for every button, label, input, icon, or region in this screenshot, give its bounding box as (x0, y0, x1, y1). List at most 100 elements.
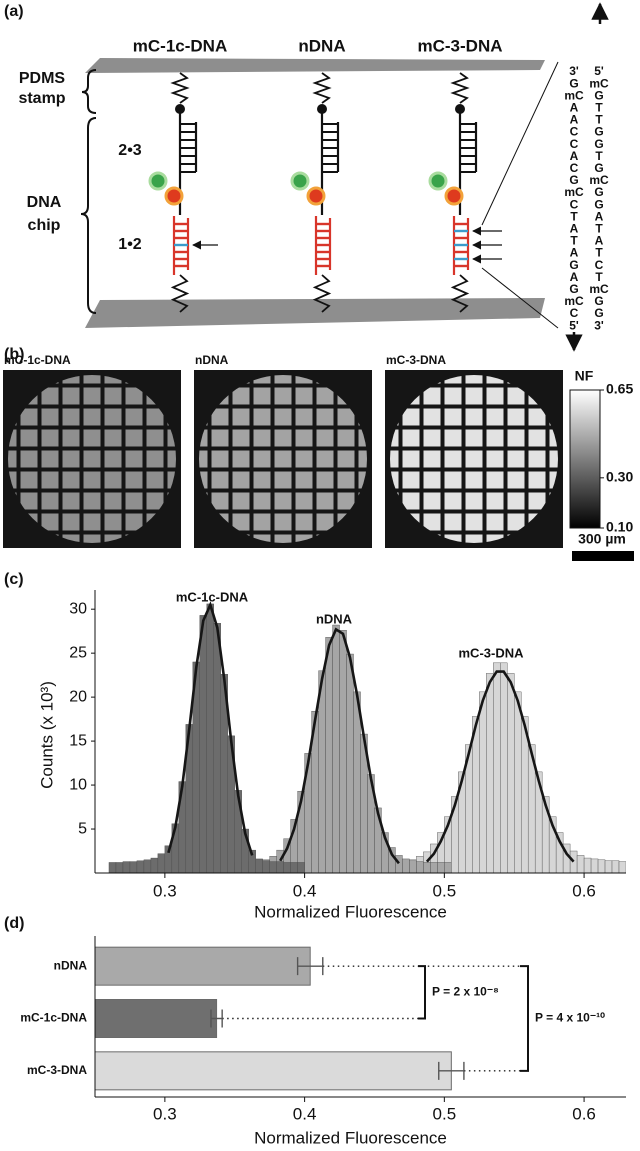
image-title: nDNA (195, 353, 229, 367)
spot (295, 429, 313, 447)
spot (104, 408, 122, 426)
spot (316, 471, 334, 489)
spot (125, 450, 143, 468)
spot (253, 408, 271, 426)
spot (444, 492, 462, 510)
histogram-bar (157, 853, 166, 873)
histogram-bar (199, 615, 207, 873)
panel-label: (a) (4, 3, 24, 20)
fluorophore-red (164, 186, 184, 206)
histogram-bar (597, 859, 606, 873)
spot (62, 429, 80, 447)
spot (390, 450, 399, 468)
spot (125, 471, 143, 489)
histogram-bar (618, 861, 626, 873)
spot (83, 429, 101, 447)
histogram-bar (395, 855, 403, 873)
y-tick-label: 25 (69, 644, 87, 661)
x-tick-label: 0.6 (572, 1104, 596, 1123)
column-label: mC-1c-DNA (133, 36, 227, 55)
sequence-base: G (569, 173, 578, 187)
stamp-label: PDMS (19, 70, 66, 87)
spot (41, 513, 59, 531)
spot (507, 429, 525, 447)
scale-bar (572, 551, 634, 561)
error-bar (438, 1061, 465, 1080)
sequence-base: C (570, 137, 579, 151)
spot (507, 450, 525, 468)
spot (295, 471, 313, 489)
spot (274, 450, 292, 468)
spot (507, 492, 525, 510)
plot-area (108, 601, 626, 873)
spot (83, 471, 101, 489)
sequence-base: G (594, 161, 603, 175)
y-tick-label: 5 (78, 820, 87, 837)
spot (199, 471, 208, 489)
fit-curve (167, 601, 254, 856)
spot (486, 471, 504, 489)
colorbar (569, 389, 601, 529)
spot (444, 513, 462, 531)
spot (253, 471, 271, 489)
histogram-bar (514, 691, 522, 873)
spot (104, 450, 122, 468)
spot (104, 375, 122, 384)
spot (465, 492, 483, 510)
spot (337, 450, 355, 468)
histogram-bar (500, 662, 508, 873)
spot (295, 375, 313, 384)
histogram-bar (402, 858, 410, 873)
spot (486, 492, 504, 510)
spot (8, 450, 17, 468)
sequence-base: mC (564, 294, 584, 308)
spot (486, 534, 504, 543)
spot (337, 492, 355, 510)
spot (274, 534, 292, 543)
spot (465, 513, 483, 531)
spot (41, 429, 59, 447)
spot (295, 534, 313, 543)
bracket (418, 965, 426, 1020)
spot (104, 534, 122, 543)
spot (337, 471, 355, 489)
spot (528, 429, 546, 447)
spot (83, 408, 101, 426)
x-tick-label: 0.5 (433, 1104, 457, 1123)
spot (199, 450, 208, 468)
spot (528, 408, 546, 426)
spot (41, 408, 59, 426)
spot (83, 387, 101, 405)
x-axis-label: Normalized Fluorescence (254, 902, 447, 921)
spring (312, 274, 332, 313)
histogram-bar (430, 862, 438, 873)
spot (423, 408, 441, 426)
spot (316, 429, 334, 447)
spot (20, 492, 38, 510)
sequence-base: mC (564, 185, 584, 199)
spot (444, 471, 462, 489)
x-tick-label: 0.3 (153, 881, 177, 900)
spot (549, 450, 558, 468)
histogram-bar (115, 862, 124, 873)
y-axis-label: Counts (x 10³) (37, 681, 56, 789)
spot (274, 492, 292, 510)
panel-label: (d) (4, 915, 24, 932)
sequence-base: G (569, 258, 578, 272)
sequence-base: 5' (594, 64, 604, 78)
spot (167, 450, 176, 468)
sequence-base: T (570, 234, 578, 248)
sequence-base: A (570, 246, 579, 260)
spot (253, 513, 271, 531)
sequence-base: T (595, 149, 603, 163)
spring (170, 72, 190, 104)
spot (253, 387, 271, 405)
histogram-bar (129, 861, 138, 873)
histogram-bar (297, 862, 305, 873)
column-label: nDNA (298, 36, 345, 55)
spot (507, 471, 525, 489)
spot (62, 534, 80, 543)
spot (423, 471, 441, 489)
sequence-base: G (594, 306, 603, 320)
colorbar-tick-label: 0.30 (606, 469, 633, 485)
